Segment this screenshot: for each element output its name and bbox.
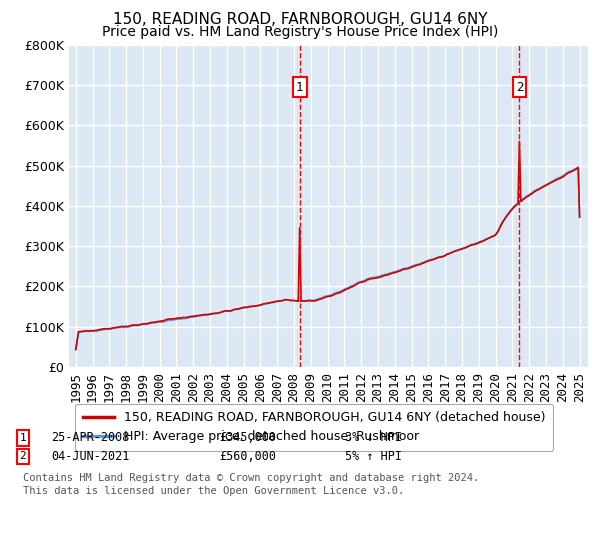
- Text: £560,000: £560,000: [219, 450, 276, 463]
- Text: 25-APR-2008: 25-APR-2008: [51, 431, 130, 445]
- Text: 3% ↓ HPI: 3% ↓ HPI: [345, 431, 402, 445]
- Text: 2: 2: [515, 81, 523, 94]
- Text: 2: 2: [19, 451, 26, 461]
- Text: 1: 1: [296, 81, 304, 94]
- Legend: 150, READING ROAD, FARNBOROUGH, GU14 6NY (detached house), HPI: Average price, d: 150, READING ROAD, FARNBOROUGH, GU14 6NY…: [75, 404, 553, 451]
- Text: £345,000: £345,000: [219, 431, 276, 445]
- Text: 5% ↑ HPI: 5% ↑ HPI: [345, 450, 402, 463]
- Text: This data is licensed under the Open Government Licence v3.0.: This data is licensed under the Open Gov…: [23, 486, 404, 496]
- Text: Contains HM Land Registry data © Crown copyright and database right 2024.: Contains HM Land Registry data © Crown c…: [23, 473, 479, 483]
- Text: 04-JUN-2021: 04-JUN-2021: [51, 450, 130, 463]
- Text: 1: 1: [19, 433, 26, 443]
- Text: 150, READING ROAD, FARNBOROUGH, GU14 6NY: 150, READING ROAD, FARNBOROUGH, GU14 6NY: [113, 12, 487, 27]
- Text: Price paid vs. HM Land Registry's House Price Index (HPI): Price paid vs. HM Land Registry's House …: [102, 25, 498, 39]
